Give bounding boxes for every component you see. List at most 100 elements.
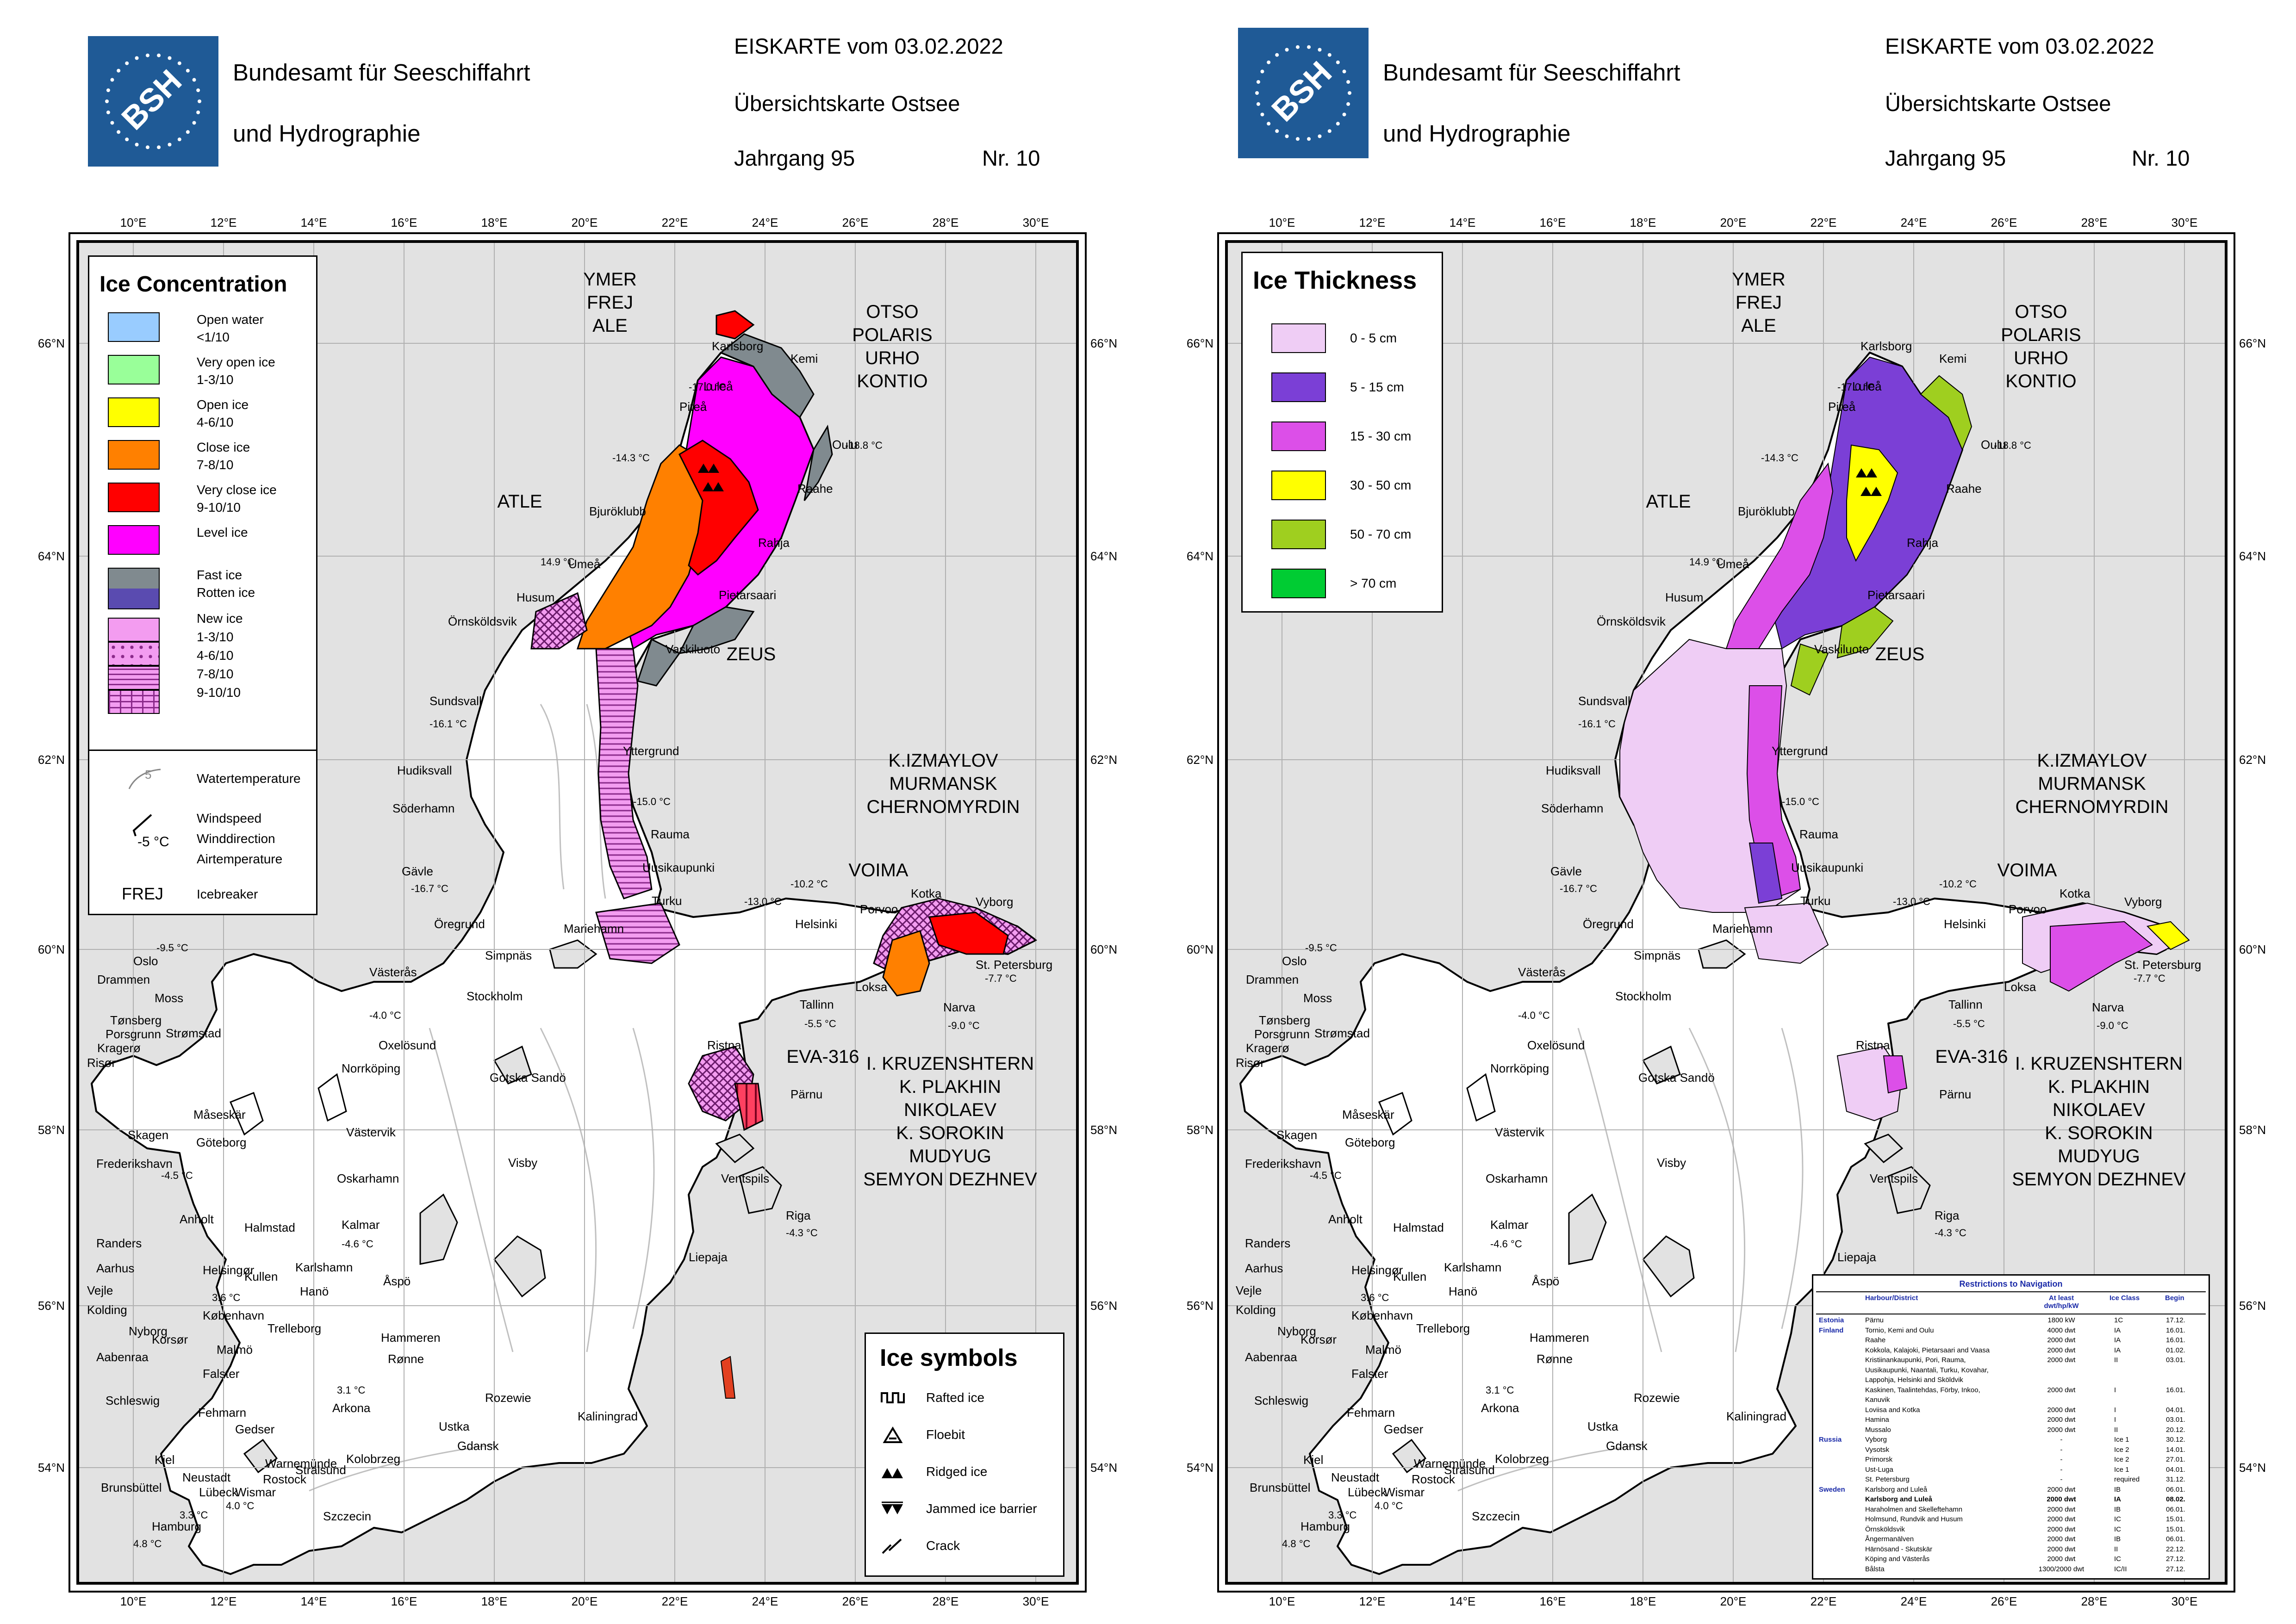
jahrgang: Jahrgang 95 [1885, 146, 2006, 170]
icebreaker-label: CHERNOMYRDIN [2015, 797, 2168, 817]
latitude-label: 58°N [1187, 1123, 1213, 1137]
icebreaker-label: MUDYUG [909, 1146, 991, 1166]
place-label: København [1351, 1308, 1413, 1322]
thickness-label: 15 - 30 cm [1350, 429, 1412, 443]
icebreaker-label: ALE [1741, 316, 1776, 336]
header-class: Ice Class [2109, 1294, 2140, 1302]
longitude-label: 22°E [662, 1594, 688, 1608]
icebreaker-label: ZEUS [727, 644, 776, 664]
latitude-label: 54°N [2239, 1461, 2266, 1475]
restriction-country: Finland [1819, 1326, 1844, 1334]
restrictions-table: Restrictions to Navigation Harbour/Distr… [1812, 1274, 2210, 1580]
place-label: Drammen [97, 973, 150, 986]
place-label: Mariehamn [564, 922, 624, 936]
thickness-swatch-th-30-50 [1271, 471, 1326, 500]
legend-new-ice-label: 9-10/10 [197, 685, 241, 700]
temperature-label: 4.8 °C [133, 1538, 162, 1550]
thickness-label: 0 - 5 cm [1350, 331, 1397, 345]
place-label: Söderhamn [1541, 801, 1603, 815]
longitude-label: 18°E [1630, 216, 1656, 229]
legend-label: Open ice [197, 397, 249, 412]
place-label: Malmö [217, 1343, 253, 1357]
longitude-label: 28°E [933, 216, 959, 229]
restriction-begin: 27.01. [2166, 1456, 2185, 1463]
place-label: Visby [508, 1156, 537, 1170]
restriction-dwt: 4000 dwt [2047, 1326, 2076, 1334]
temperature-label: -10.2 °C [790, 878, 828, 890]
restriction-cls: IA [2114, 1346, 2121, 1354]
place-label: Västervik [346, 1125, 396, 1139]
temperature-label: -16.1 °C [1578, 718, 1616, 730]
latitude-label: 54°N [1187, 1461, 1213, 1475]
place-label: København [203, 1308, 264, 1322]
place-label: Gedser [1384, 1422, 1424, 1436]
icebreaker-label: I. KRUZENSHTERN [2015, 1054, 2183, 1074]
restriction-country: Sweden [1819, 1485, 1845, 1494]
place-label: Tallinn [800, 998, 834, 1011]
place-label: Rostock [1412, 1472, 1456, 1486]
restriction-begin: 27.12. [2166, 1565, 2185, 1573]
place-label: Risør [87, 1056, 116, 1070]
legend-label: Very close ice [197, 483, 277, 497]
place-label: Umeå [1717, 557, 1749, 571]
restriction-harbour: Raahe [1865, 1336, 1886, 1344]
place-label: Lübeck [1348, 1485, 1387, 1499]
temperature-label: -4.3 °C [1935, 1227, 1966, 1239]
icebreaker-label: YMER [1732, 269, 1786, 290]
longitude-label: 28°E [2081, 1594, 2108, 1608]
legend-label: Level ice [197, 525, 248, 539]
place-label: Vejle [87, 1283, 113, 1297]
place-label: Helsingør [203, 1263, 255, 1277]
place-label: Oslo [1282, 954, 1307, 968]
longitude-label: 18°E [481, 1594, 508, 1608]
restriction-cls: Ice 1 [2114, 1436, 2129, 1444]
ridged-ice-icon [882, 1468, 903, 1478]
place-label: Hamburg [1300, 1519, 1350, 1533]
icebreaker-label: K. PLAKHIN [899, 1077, 1001, 1097]
place-label: Ristna [1856, 1038, 1890, 1052]
org-line2: und Hydrographie [233, 120, 421, 147]
place-label: Kalmar [1490, 1218, 1529, 1232]
place-label: Öregrund [434, 917, 485, 931]
place-label: Husum [1665, 590, 1703, 604]
latitude-label: 66°N [2239, 336, 2266, 350]
restriction-cls: I [2114, 1386, 2116, 1394]
symbol-label: Crack [926, 1538, 960, 1553]
temperature-label: -4.5 °C [161, 1170, 193, 1181]
place-label: Åspö [383, 1274, 411, 1288]
longitude-label: 18°E [481, 216, 508, 229]
restriction-harbour: Kokkola, Kalajoki, Pietarsaari and Vaasa [1865, 1346, 1990, 1354]
icebreaker-label: KONTIO [857, 371, 927, 391]
restriction-harbour: Ust-Luga [1865, 1465, 1893, 1474]
restriction-dwt: 2000 dwt [2047, 1555, 2076, 1563]
place-label: Halmstad [1393, 1221, 1444, 1234]
place-label: Turku [652, 894, 682, 908]
place-label: Drammen [1246, 973, 1299, 986]
place-label: Pärnu [790, 1087, 822, 1101]
restriction-cls: IA [2114, 1326, 2121, 1334]
place-label: Halmstad [244, 1221, 295, 1234]
temperature-label: -16.1 °C [429, 718, 467, 730]
place-label: Anholt [180, 1212, 214, 1226]
place-label: Ristna [707, 1038, 741, 1052]
place-label: Gdansk [457, 1439, 499, 1453]
place-label: Rauma [1799, 827, 1838, 841]
icebreaker-label: SEMYON DEZHNEV [2012, 1169, 2186, 1190]
place-label: Mariehamn [1712, 922, 1773, 936]
thickness-label: 5 - 15 cm [1350, 380, 1404, 394]
restriction-harbour: Karlsborg and Luleå [1865, 1485, 1928, 1494]
restriction-begin: 20.12. [2166, 1426, 2185, 1434]
place-label: Liepaja [689, 1250, 728, 1264]
place-label: Schleswig [106, 1394, 160, 1407]
legend-sublabel: 1-3/10 [197, 372, 234, 387]
place-label: Skagen [128, 1128, 168, 1142]
place-label: Kotka [911, 886, 942, 900]
place-label: Västerås [1518, 965, 1566, 979]
rafted-ice-icon [881, 1392, 905, 1403]
crack-icon [882, 1538, 902, 1554]
longitude-label: 18°E [1630, 1594, 1656, 1608]
icebreaker-label: Icebreaker [197, 887, 258, 901]
place-label: Karlsborg [1860, 339, 1912, 353]
legend-label: Very open ice [197, 355, 275, 369]
temperature-label: -18.8 °C [845, 440, 883, 451]
